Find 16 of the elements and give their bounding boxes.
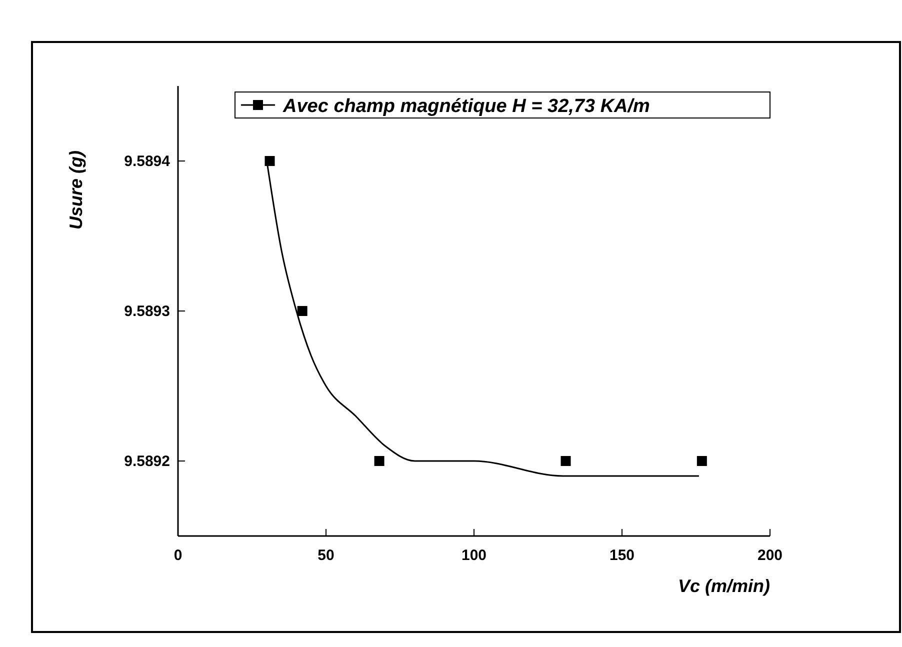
point <box>696 456 707 466</box>
point <box>560 456 571 466</box>
point <box>374 456 384 466</box>
legend-label: Avec champ magnétique H = 32,73 KA/m <box>282 96 650 117</box>
y-tick-label: 9.5894 <box>124 153 171 170</box>
x-tick-label: 0 <box>174 547 182 564</box>
x-tick-label: 100 <box>461 547 487 564</box>
y-tick-label: 9.5892 <box>124 453 170 470</box>
x-tick-label: 150 <box>609 547 635 564</box>
x-tick-label: 200 <box>757 547 783 564</box>
point <box>264 156 275 166</box>
y-tick-label: 9.5893 <box>124 303 170 320</box>
point <box>297 306 308 316</box>
y-axis-title: Usure (g) <box>66 150 86 230</box>
x-axis-title: Vc (m/min) <box>678 576 770 596</box>
x-tick-label: 50 <box>318 547 334 564</box>
